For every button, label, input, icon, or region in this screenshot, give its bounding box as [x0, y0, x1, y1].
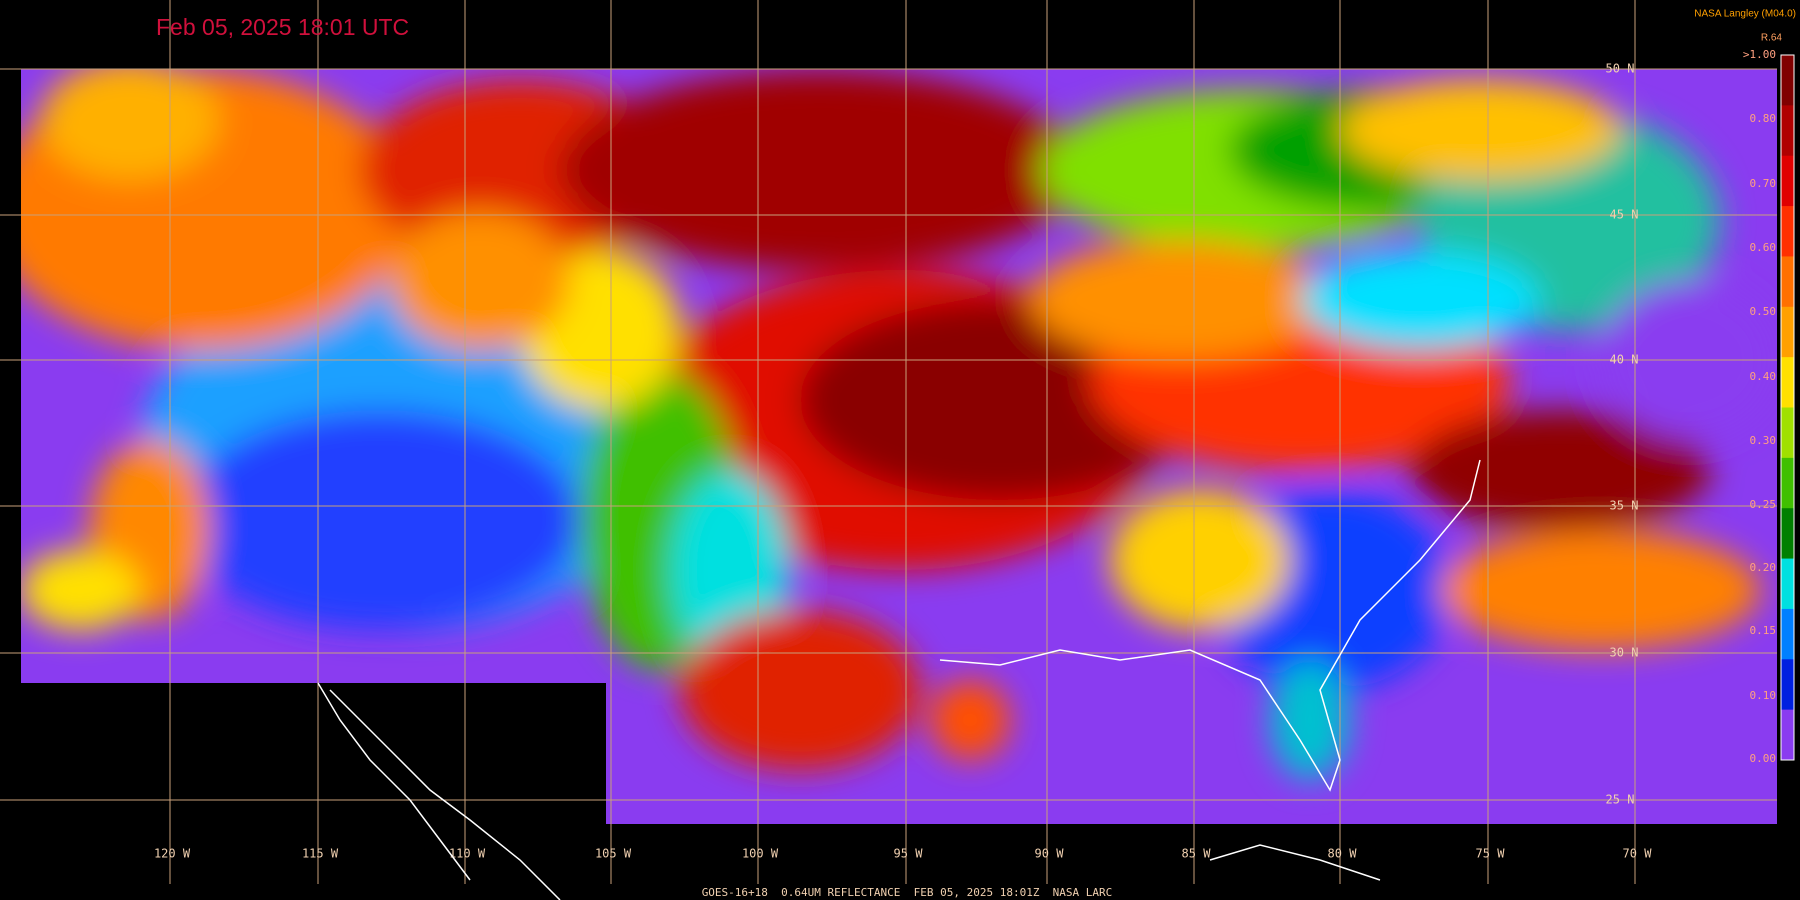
cloud-blob: [560, 70, 1080, 270]
cloud-blob: [390, 210, 570, 350]
colorbar-label: 0.25: [1750, 498, 1777, 511]
longitude-label: 75 W: [1476, 847, 1506, 861]
mexico-coast: [329, 689, 561, 900]
cloud-blob: [930, 680, 1010, 760]
cloud-blob: [40, 69, 220, 180]
longitude-label: 95 W: [894, 847, 924, 861]
cloud-blob: [1300, 250, 1540, 350]
latitude-label: 40 N: [1610, 353, 1639, 367]
cloud-blob: [1110, 490, 1290, 630]
longitude-label: 80 W: [1328, 847, 1358, 861]
colorbar-swatch: [1781, 508, 1794, 560]
cloud-blob: [21, 550, 140, 630]
timestamp-title: Feb 05, 2025 18:01 UTC: [156, 14, 409, 40]
cloud-blob: [1340, 80, 1620, 180]
colorbar-swatch: [1781, 407, 1794, 459]
cloud-blob: [680, 610, 920, 770]
longitude-label: 115 W: [302, 847, 339, 861]
colorbar-swatch: [1781, 105, 1794, 157]
colorbar-label: 0.15: [1750, 624, 1777, 637]
baja-coast: [317, 682, 471, 881]
cloud-blob: [1440, 530, 1760, 650]
colorbar-label: 0.40: [1750, 370, 1777, 383]
colorbar-label: 0.00: [1750, 752, 1777, 765]
longitude-label: 70 W: [1623, 847, 1653, 861]
colorbar-swatch: [1781, 55, 1794, 106]
colorbar-swatch: [1781, 608, 1794, 660]
cloud-blob: [180, 410, 580, 630]
longitude-label: 90 W: [1035, 847, 1065, 861]
gulf-atlantic-coast: [939, 459, 1481, 792]
colorbar-swatch: [1781, 558, 1794, 610]
colorbar-swatch: [1781, 659, 1794, 711]
colorbar-swatch: [1781, 357, 1794, 408]
colorbar: >1.00 0.80 0.70 0.60 0.50 0.40 0.30 0.25 0.20 0.1…: [1743, 48, 1795, 765]
longitude-label: 110 W: [449, 847, 486, 861]
cuba-coast: [1209, 844, 1381, 881]
colorbar-label: 0.10: [1750, 689, 1777, 702]
colorbar-frame: [1780, 54, 1795, 761]
colorbar-label: 0.20: [1750, 561, 1777, 574]
latitude-label: 30 N: [1610, 646, 1639, 660]
longitude-label: 100 W: [742, 847, 779, 861]
colorbar-swatch: [1781, 709, 1794, 761]
colorbar-swatch: [1781, 256, 1794, 308]
latitude-label: 25 N: [1606, 793, 1635, 807]
longitude-label: 85 W: [1182, 847, 1212, 861]
lat-lon-grid: 120 W 115 W 110 W 105 W 100 W 95 W 90 W 85 W 80 …: [0, 0, 1777, 884]
latitude-label: 50 N: [1606, 62, 1635, 76]
colorbar-label: 0.30: [1750, 434, 1777, 447]
colorbar-swatch: [1781, 206, 1794, 257]
colorbar-title: R.64: [1761, 33, 1783, 44]
colorbar-label: 0.70: [1750, 177, 1777, 190]
coastlines: [317, 459, 1481, 900]
longitude-label: 120 W: [154, 847, 191, 861]
colorbar-label: 0.60: [1750, 241, 1777, 254]
longitude-label: 105 W: [595, 847, 632, 861]
colorbar-swatch: [1781, 306, 1794, 358]
colorbar-label: 0.80: [1750, 112, 1777, 125]
colorbar-label: 0.50: [1750, 305, 1777, 318]
footer-caption: GOES-16+18 0.64UM REFLECTANCE FEB 05, 20…: [702, 886, 1113, 899]
cloud-blob: [1270, 660, 1350, 780]
latitude-label: 35 N: [1610, 499, 1639, 513]
source-label: NASA Langley (M04.0): [1694, 9, 1796, 20]
colorbar-swatch: [1781, 457, 1794, 509]
latitude-label: 45 N: [1610, 208, 1639, 222]
cloud-blob: [1030, 240, 1330, 360]
colorbar-label: >1.00: [1743, 48, 1776, 61]
colorbar-swatch: [1781, 155, 1794, 207]
